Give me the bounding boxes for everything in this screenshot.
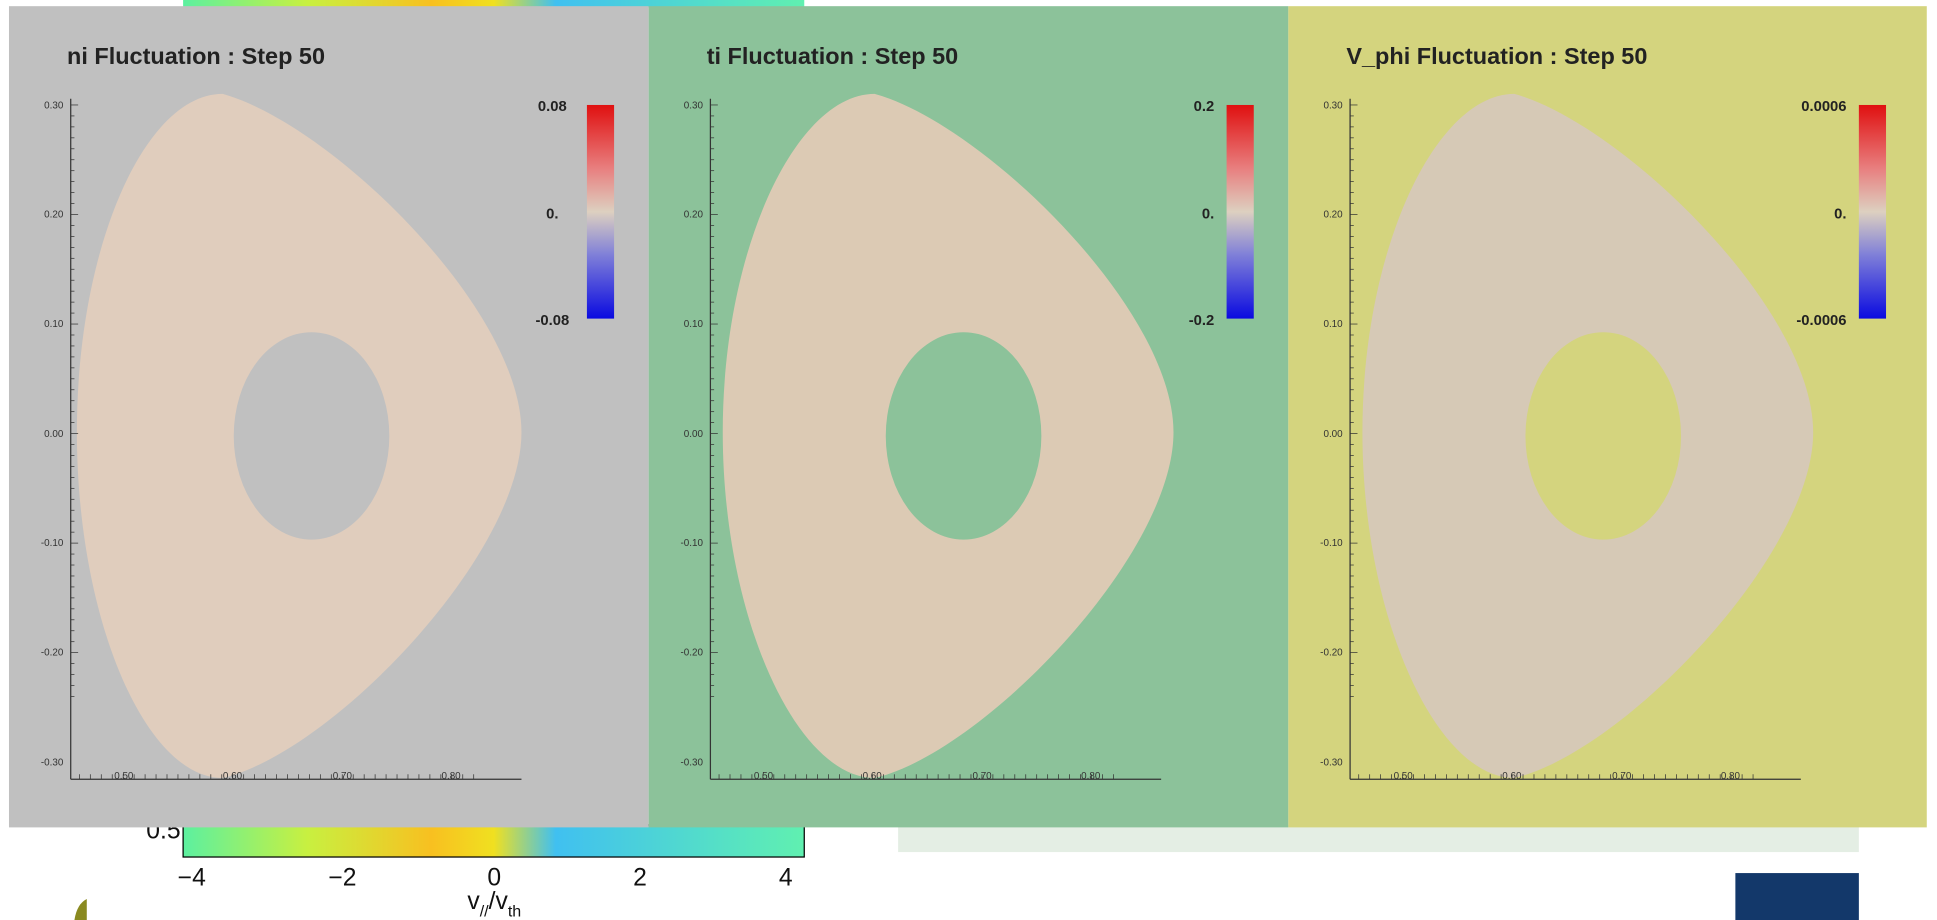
x-tick-label: 0.70 [1612,771,1632,782]
colorbar [586,104,615,319]
y-tick-label: 0.10 [684,319,704,330]
y-tick-label: -0.30 [41,758,64,769]
bg-x-tick: −2 [328,864,356,891]
panel-title: ni Fluctuation : Step 50 [67,43,325,69]
bg-x-tick: 4 [779,864,793,891]
plasma-cross-section [1362,93,1814,778]
plasma-cross-section [76,93,522,778]
y-tick-label: -0.10 [1320,538,1343,549]
bg-x-tick: 2 [633,864,647,891]
y-tick-label: -0.20 [41,648,64,659]
panel: V_phi Fluctuation : Step 50 0.30 0.20 0.10 0… [1288,6,1927,828]
y-tick-label: 0.10 [44,319,64,330]
plasma-cross-section [722,93,1174,778]
colorbar [1226,104,1254,319]
y-tick-label: 0.10 [1323,319,1343,330]
x-tick-label: 0.60 [1502,771,1522,782]
colorbar-label: -0.08 [535,313,569,329]
panel-title: ti Fluctuation : Step 50 [707,43,958,69]
logo-left [74,899,87,920]
x-tick-label: 0.50 [754,771,774,782]
bg-box [898,824,1859,853]
colorbar-label: 0.2 [1194,99,1215,115]
colorbar-label: 0.08 [538,99,567,115]
colorbar-label: -0.2 [1189,313,1215,329]
y-tick-label: -0.20 [681,648,704,659]
x-tick-label: 0.50 [114,771,134,782]
colorbar [1858,104,1887,319]
y-tick-label: 0.20 [1323,209,1343,220]
x-tick-label: 0.80 [1721,771,1741,782]
x-tick-label: 0.70 [972,771,992,782]
x-tick-label: 0.70 [333,771,353,782]
x-tick-label: 0.60 [863,771,883,782]
bg-plot-top [183,0,805,8]
panel: ti Fluctuation : Step 50 0.30 0.20 0.10 0.00… [648,6,1289,828]
y-tick-label: 0.20 [44,209,64,220]
y-tick-label: -0.10 [41,538,64,549]
bg-x-label: v///vth [467,888,521,920]
colorbar-label: -0.0006 [1796,313,1846,329]
y-tick-label: -0.10 [681,538,704,549]
bg-x-tick: 0 [487,864,501,891]
y-tick-label: -0.30 [681,758,704,769]
y-tick-label: 0.20 [684,209,704,220]
colorbar-label: 0. [1202,207,1214,223]
colorbar-label: 0. [1834,207,1846,223]
y-tick-label: 0.00 [44,429,64,440]
colorbar-label: 0. [546,207,558,223]
panel: ni Fluctuation : Step 50 0.30 0.20 0.10 0.00… [8,6,649,828]
bg-x-tick: −4 [178,864,206,891]
x-tick-label: 0.60 [223,771,243,782]
y-tick-label: -0.20 [1320,648,1343,659]
x-tick-label: 0.80 [1081,771,1101,782]
x-tick-label: 0.50 [1394,771,1414,782]
x-tick-label: 0.80 [441,771,461,782]
y-tick-label: 0.30 [1323,101,1343,112]
bg-plot-bottom [182,824,805,858]
y-tick-label: -0.30 [1320,758,1343,769]
y-tick-label: 0.00 [1323,429,1343,440]
colorbar-label: 0.0006 [1801,99,1846,115]
logo [1735,873,1859,920]
y-tick-label: 0.30 [44,101,64,112]
panel-title: V_phi Fluctuation : Step 50 [1346,43,1647,69]
y-tick-label: 0.30 [684,101,704,112]
y-tick-label: 0.00 [684,429,704,440]
